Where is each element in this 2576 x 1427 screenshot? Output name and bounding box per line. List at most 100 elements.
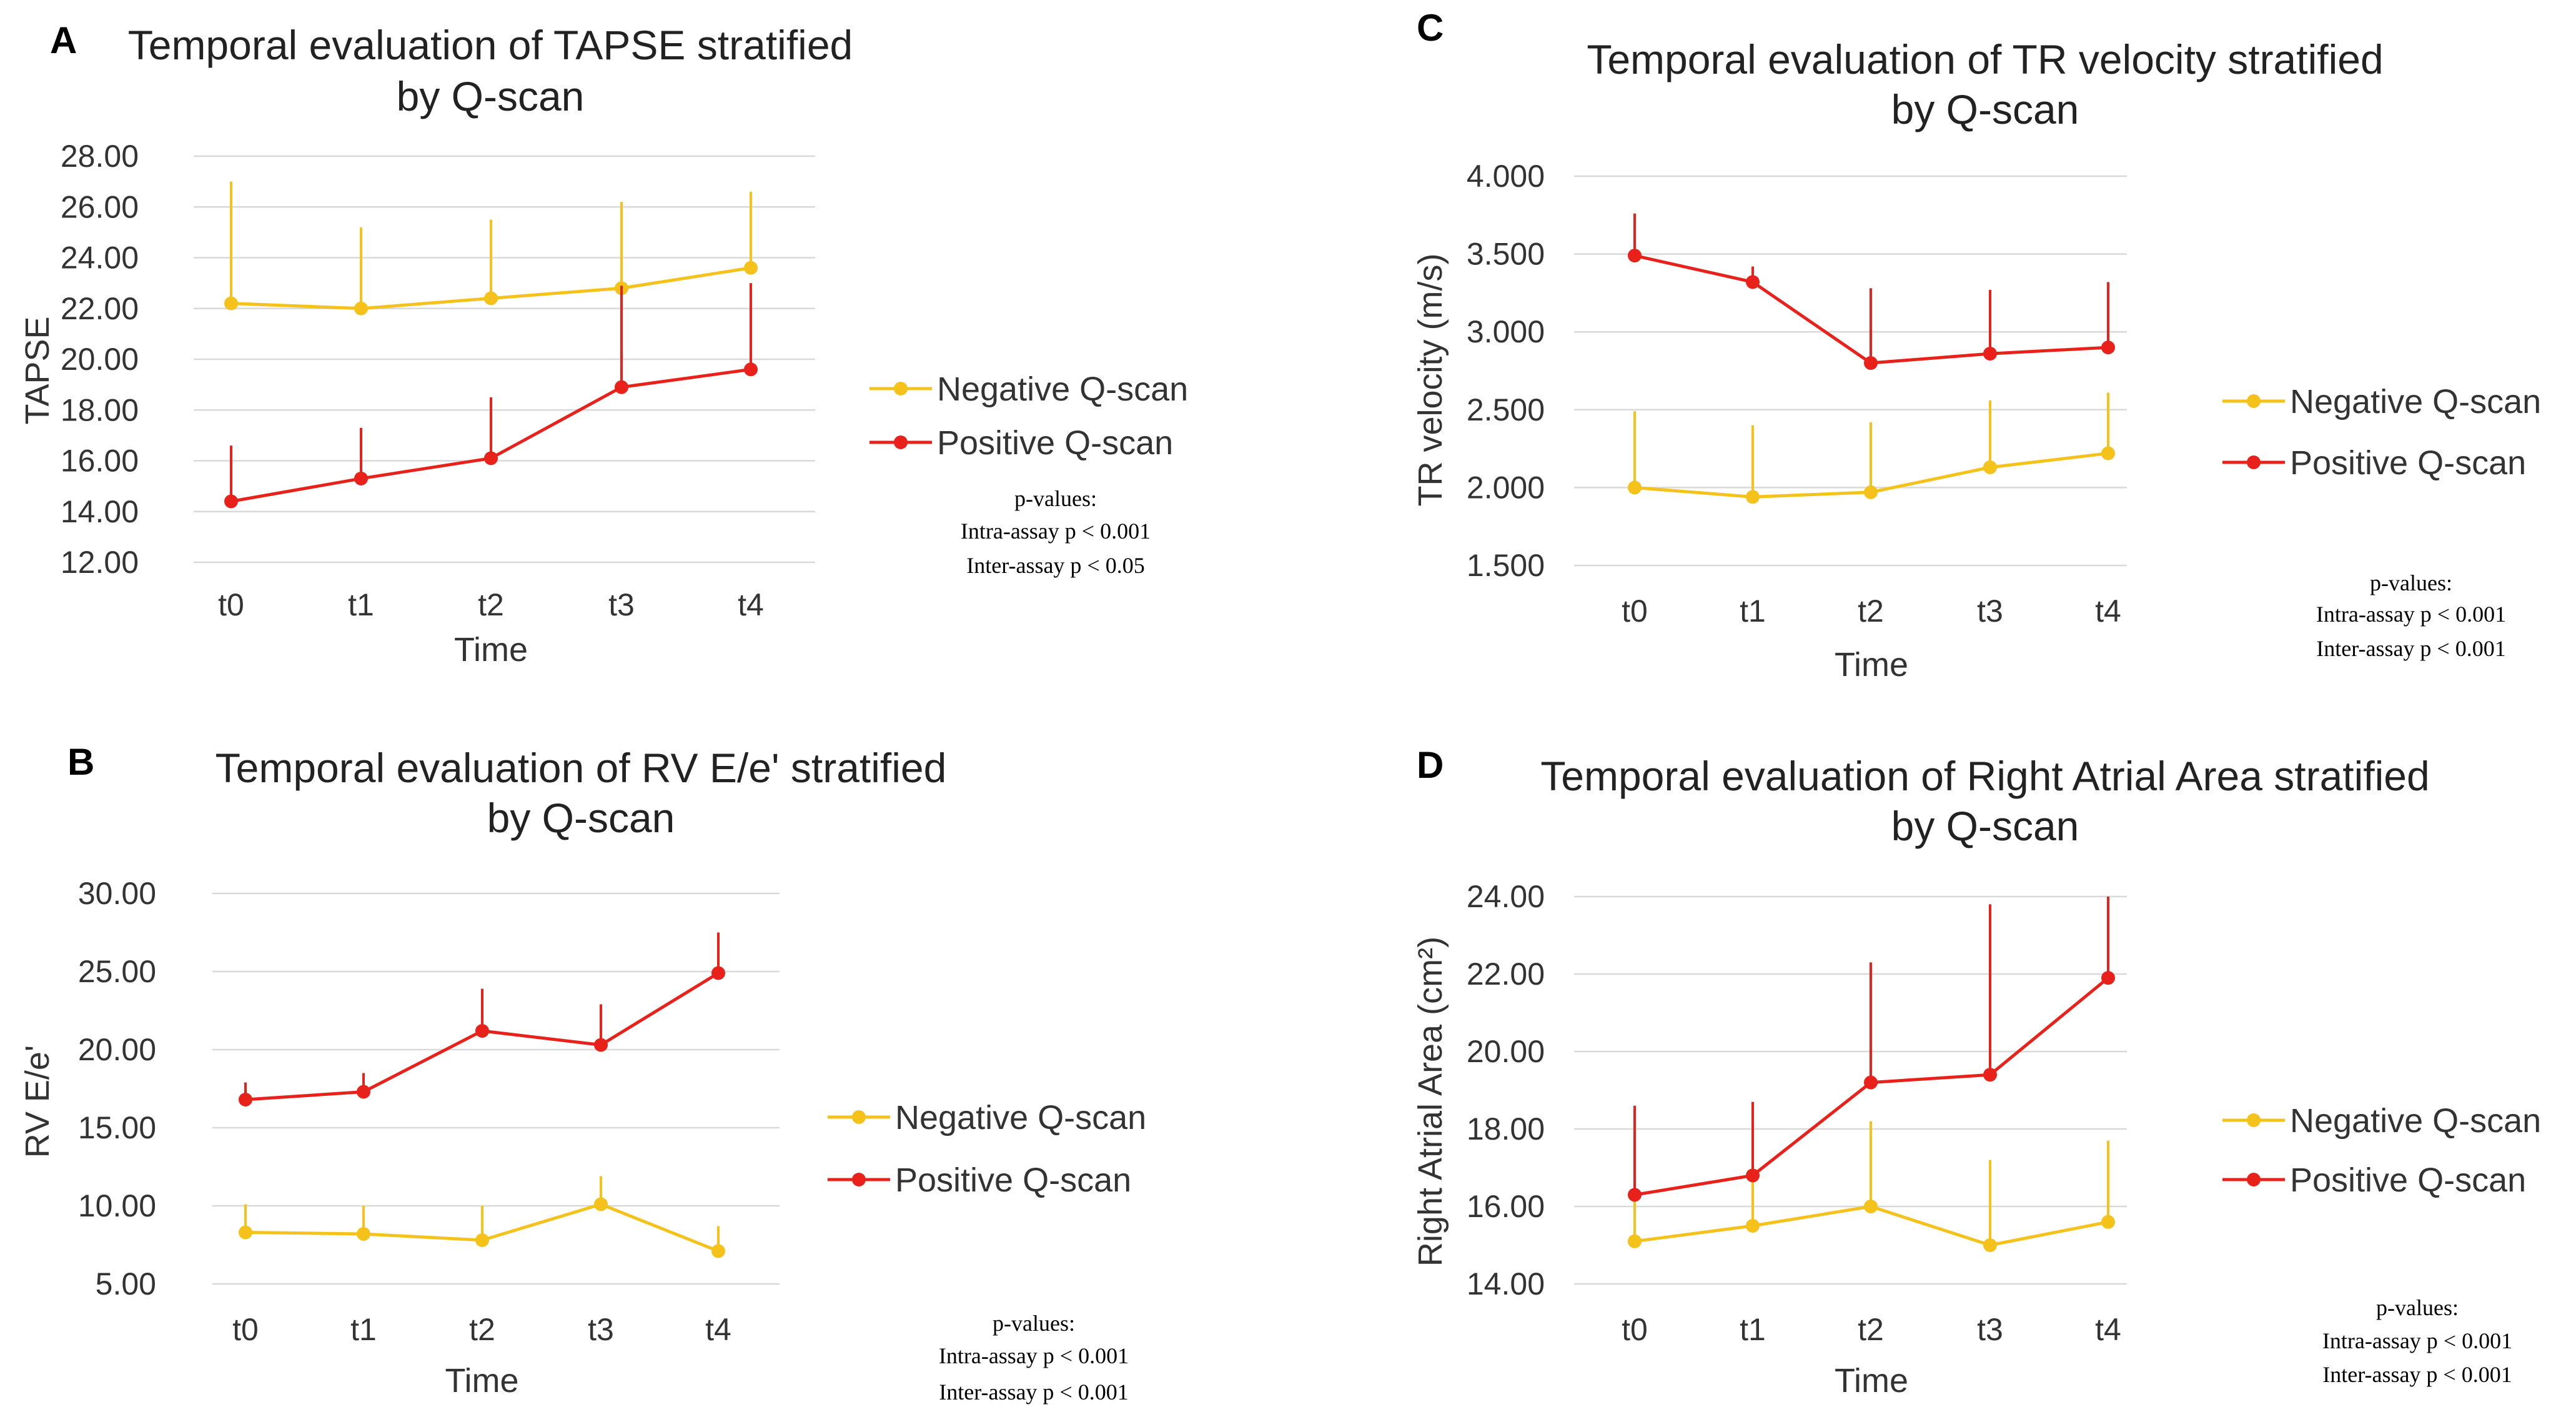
legend-marker-positive-q-scan bbox=[894, 435, 908, 449]
chart-title: Temporal evaluation of Right Atrial Area… bbox=[1540, 753, 2429, 799]
legend-marker-positive-q-scan bbox=[852, 1173, 866, 1186]
negative-q-scan-point bbox=[2101, 446, 2115, 460]
x-tick-label: t2 bbox=[1858, 594, 1884, 629]
y-tick-label: 10.00 bbox=[78, 1188, 156, 1223]
legend-label-negative-q-scan: Negative Q-scan bbox=[895, 1099, 1146, 1136]
pvalues-title: p-values: bbox=[993, 1311, 1075, 1336]
x-axis-label: Time bbox=[1835, 646, 1908, 684]
positive-q-scan-point bbox=[484, 451, 498, 465]
pvalue-line: Inter-assay p < 0.001 bbox=[2316, 636, 2506, 661]
chart-title: by Q-scan bbox=[1891, 86, 2079, 132]
positive-q-scan-point bbox=[357, 1085, 370, 1099]
negative-q-scan-point bbox=[354, 301, 368, 316]
legend-label-positive-q-scan: Positive Q-scan bbox=[937, 424, 1173, 462]
x-axis-label: Time bbox=[454, 631, 528, 669]
x-tick-label: t2 bbox=[1858, 1312, 1884, 1347]
x-axis-label: Time bbox=[445, 1362, 519, 1400]
legend-label-negative-q-scan: Negative Q-scan bbox=[937, 370, 1188, 408]
negative-q-scan-point bbox=[2101, 1215, 2115, 1229]
x-tick-label: t3 bbox=[608, 587, 635, 622]
pvalues-title: p-values: bbox=[2376, 1295, 2459, 1320]
positive-q-scan-point bbox=[1983, 1068, 1997, 1082]
x-tick-label: t1 bbox=[348, 587, 374, 622]
y-tick-label: 20.00 bbox=[61, 342, 139, 377]
y-tick-label: 1.500 bbox=[1467, 548, 1545, 583]
y-tick-label: 16.00 bbox=[1467, 1189, 1545, 1224]
chart-panel-a: A Temporal evaluation of TAPSE stratified… bbox=[19, 19, 1188, 669]
legend-marker-negative-q-scan bbox=[2247, 1113, 2261, 1127]
chart-title: Temporal evaluation of TR velocity strat… bbox=[1587, 36, 2383, 82]
negative-q-scan-point bbox=[594, 1197, 608, 1211]
y-tick-label: 14.00 bbox=[1467, 1266, 1545, 1301]
y-tick-label: 20.00 bbox=[1467, 1034, 1545, 1069]
positive-q-scan-point bbox=[615, 380, 628, 394]
y-tick-label: 18.00 bbox=[61, 392, 139, 427]
positive-q-scan-point bbox=[1746, 275, 1760, 289]
y-tick-label: 20.00 bbox=[78, 1032, 156, 1067]
negative-q-scan-point bbox=[484, 291, 498, 306]
y-tick-label: 15.00 bbox=[78, 1110, 156, 1145]
y-tick-label: 12.00 bbox=[61, 545, 139, 580]
y-axis-label: RV E/e' bbox=[19, 1045, 56, 1158]
x-tick-label: t3 bbox=[1977, 594, 2003, 629]
negative-q-scan-point bbox=[1983, 1238, 1997, 1252]
x-tick-label: t2 bbox=[478, 587, 504, 622]
y-tick-label: 3.000 bbox=[1467, 314, 1545, 349]
negative-q-scan-point bbox=[239, 1225, 252, 1240]
pvalue-line: Intra-assay p < 0.001 bbox=[2316, 602, 2506, 627]
x-tick-label: t2 bbox=[469, 1312, 495, 1347]
positive-q-scan-point bbox=[1864, 356, 1878, 370]
y-tick-label: 22.00 bbox=[1467, 957, 1545, 992]
positive-q-scan-point bbox=[1983, 347, 1997, 361]
positive-q-scan-point bbox=[239, 1093, 252, 1106]
pvalue-line: Inter-assay p < 0.05 bbox=[966, 553, 1145, 578]
panel-letter: A bbox=[50, 19, 77, 61]
chart-title: Temporal evaluation of RV E/e' stratifie… bbox=[215, 745, 947, 791]
y-tick-label: 24.00 bbox=[1467, 879, 1545, 914]
legend-marker-positive-q-scan bbox=[2247, 1173, 2261, 1186]
x-tick-label: t3 bbox=[588, 1312, 614, 1347]
negative-q-scan-point bbox=[224, 296, 238, 311]
positive-q-scan-point bbox=[2101, 971, 2115, 985]
x-axis-label: Time bbox=[1835, 1362, 1908, 1400]
legend-marker-negative-q-scan bbox=[852, 1110, 866, 1124]
y-axis-label: TAPSE bbox=[19, 316, 56, 424]
x-tick-label: t4 bbox=[738, 587, 764, 622]
pvalue-line: Intra-assay p < 0.001 bbox=[961, 519, 1151, 544]
y-tick-label: 5.00 bbox=[96, 1266, 156, 1301]
chart-panel-b: B Temporal evaluation of RV E/e' stratifi… bbox=[19, 741, 1146, 1405]
chart-title: by Q-scan bbox=[487, 795, 675, 841]
chart-panel-c: C Temporal evaluation of TR velocity stra… bbox=[1412, 7, 2541, 684]
pvalue-line: Intra-assay p < 0.001 bbox=[2322, 1328, 2512, 1353]
chart-title: Temporal evaluation of TAPSE stratified bbox=[128, 22, 853, 68]
positive-q-scan-point bbox=[354, 471, 368, 485]
negative-q-scan-point bbox=[357, 1227, 370, 1241]
legend-marker-positive-q-scan bbox=[2247, 455, 2261, 469]
x-tick-label: t1 bbox=[1740, 1312, 1766, 1347]
pvalue-line: Intra-assay p < 0.001 bbox=[939, 1343, 1129, 1368]
negative-q-scan-point bbox=[1628, 480, 1642, 495]
y-axis-label: Right Atrial Area (cm²) bbox=[1412, 937, 1449, 1266]
y-tick-label: 22.00 bbox=[61, 291, 139, 326]
y-tick-label: 16.00 bbox=[61, 444, 139, 479]
x-tick-label: t4 bbox=[2095, 594, 2121, 629]
positive-q-scan-point bbox=[1628, 1188, 1642, 1202]
negative-q-scan-point bbox=[1746, 1219, 1760, 1233]
y-tick-label: 24.00 bbox=[61, 241, 139, 276]
x-tick-label: t0 bbox=[232, 1312, 259, 1347]
positive-q-scan-point bbox=[475, 1024, 489, 1038]
x-tick-label: t4 bbox=[2095, 1312, 2121, 1347]
positive-q-scan-point bbox=[1746, 1168, 1760, 1183]
y-tick-label: 26.00 bbox=[61, 189, 139, 224]
legend-label-negative-q-scan: Negative Q-scan bbox=[2290, 1102, 2541, 1140]
negative-q-scan-point bbox=[711, 1244, 725, 1258]
y-tick-label: 18.00 bbox=[1467, 1111, 1545, 1146]
positive-q-scan-point bbox=[744, 362, 758, 377]
positive-q-scan-point bbox=[1628, 249, 1642, 263]
chart-title: by Q-scan bbox=[1891, 803, 2079, 849]
x-tick-label: t1 bbox=[1740, 594, 1766, 629]
negative-q-scan-point bbox=[1746, 490, 1760, 504]
negative-q-scan-point bbox=[744, 261, 758, 275]
legend-label-negative-q-scan: Negative Q-scan bbox=[2290, 383, 2541, 420]
